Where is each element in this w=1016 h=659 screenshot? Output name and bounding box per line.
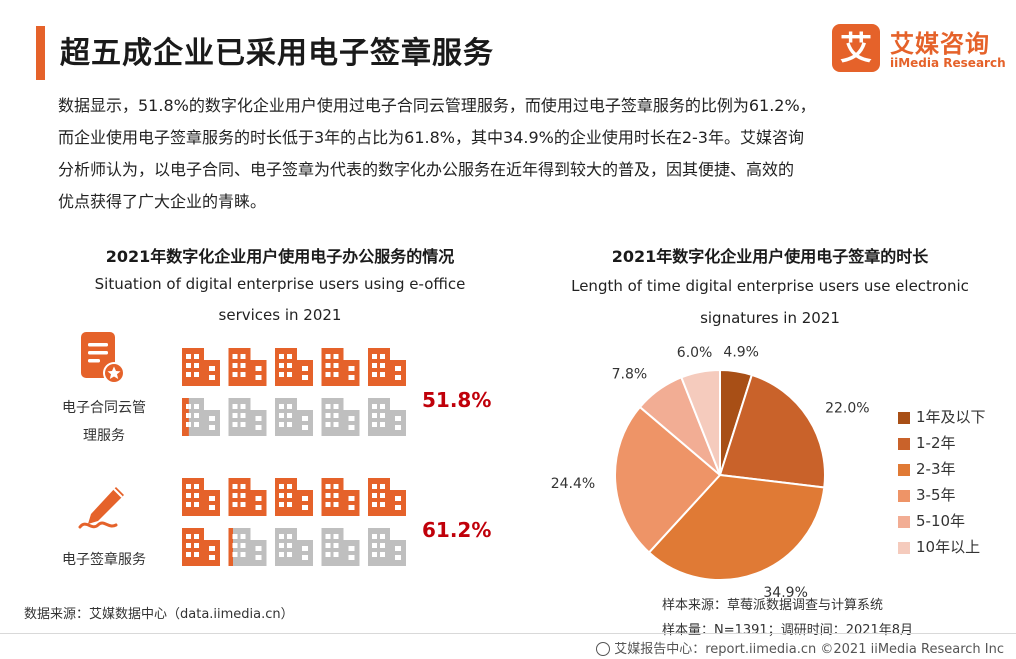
building-icon-filled (275, 478, 313, 516)
legend-label: 1-2年 (916, 434, 956, 452)
building-icon (368, 528, 406, 566)
value-label: 51.8% (422, 388, 492, 412)
intro-paragraph: 数据显示，51.8%的数字化企业用户使用过电子合同云管理服务，而使用过电子签章服… (58, 90, 978, 218)
row-label: 电子合同云管 (62, 400, 146, 416)
data-source: 数据来源：艾媒数据中心（data.iimedia.cn） (24, 607, 294, 622)
building-icon-filled (182, 478, 220, 516)
bottom-credit: 艾媒报告中心：report.iimedia.cn ©2021 iiMedia R… (596, 638, 1004, 657)
building-icon (275, 398, 313, 436)
building-icon-grid (182, 348, 406, 566)
legend-label: 1年及以下 (916, 408, 986, 426)
left-chart-subtitle: Situation of digital enterprise users us… (94, 275, 466, 293)
legend-swatch (898, 464, 910, 476)
intro-line: 分析师认为，以电子合同、电子签章为代表的数字化办公服务在近年得到较大的普及，因其… (58, 160, 795, 179)
legend-swatch (898, 516, 910, 528)
signature-pen-icon (78, 487, 124, 529)
building-icon-filled (228, 478, 267, 516)
row-label: 理服务 (83, 428, 125, 444)
pie-slice (680, 368, 721, 476)
globe-icon (596, 642, 611, 656)
row-label: 电子签章服务 (62, 552, 146, 568)
intro-line: 而企业使用电子签章服务的时长低于3年的占比为61.8%，其中34.9%的企业使用… (58, 128, 804, 147)
slice-value-label: 34.9% (763, 585, 807, 598)
building-icon-filled (321, 478, 360, 516)
building-icon-filled (182, 348, 220, 386)
brand-name-en: iiMedia Research (890, 56, 1006, 70)
footer-divider (0, 633, 1016, 634)
legend-label: 10年以上 (916, 538, 981, 556)
building-icon-filled (228, 528, 234, 566)
intro-line: 数据显示，51.8%的数字化企业用户使用过电子合同云管理服务，而使用过电子签章服… (58, 96, 816, 115)
footnote-sample: 样本量：N=1391；调研时间：2021年8月 (662, 623, 914, 638)
left-chart-subtitle: services in 2021 (218, 306, 342, 324)
brand-logo: 艾 艾媒咨询 iiMedia Research (832, 22, 1006, 76)
bottom-credit-text: 艾媒报告中心：report.iimedia.cn ©2021 iiMedia R… (614, 642, 1004, 657)
building-icon (228, 398, 267, 436)
building-icon-filled (321, 348, 360, 386)
building-icon-filled (368, 348, 406, 386)
legend-label: 3-5年 (916, 486, 956, 504)
pie-slice (718, 373, 826, 489)
right-chart-subtitle: Length of time digital enterprise users … (571, 277, 969, 295)
pie-slice (647, 473, 826, 581)
legend-label: 5-10年 (916, 512, 966, 530)
building-icon (368, 398, 406, 436)
pie-slice (614, 405, 722, 554)
value-label: 61.2% (422, 518, 492, 542)
right-chart-subtitle: signatures in 2021 (700, 309, 840, 327)
brand-name-cn: 艾媒咨询 (890, 30, 990, 58)
slice-value-label: 7.8% (612, 366, 648, 382)
page-title: 超五成企业已采用电子签章服务 (60, 36, 494, 71)
building-icon (321, 398, 360, 436)
building-icon-filled (182, 398, 189, 436)
footnote-source: 样本来源：草莓派数据调查与计算系统 (662, 598, 884, 613)
right-chart-title: 2021年数字化企业用户使用电子签章的时长 (611, 247, 929, 266)
contract-document-icon (81, 332, 125, 384)
building-icon-filled (228, 348, 267, 386)
slice-value-label: 6.0% (677, 345, 713, 361)
slice-value-label: 24.4% (551, 476, 595, 492)
title-accent-bar (36, 26, 45, 80)
intro-line: 优点获得了广大企业的青睐。 (58, 192, 267, 211)
legend-swatch (898, 490, 910, 502)
building-icon-filled (368, 478, 406, 516)
left-chart-title: 2021年数字化企业用户使用电子办公服务的情况 (105, 247, 455, 266)
building-icon (275, 528, 313, 566)
legend-label: 2-3年 (916, 460, 956, 478)
building-icon (228, 528, 267, 566)
slice-value-label: 22.0% (825, 400, 869, 416)
building-icon (321, 528, 360, 566)
legend-swatch (898, 438, 910, 450)
brand-mark: 艾 (832, 24, 880, 72)
legend-swatch (898, 542, 910, 554)
building-icon-filled (275, 348, 313, 386)
pie-chart: 4.9% 22.0% 34.9% 24.4% 7.8% 6.0% (551, 345, 870, 599)
slice-value-label: 4.9% (723, 345, 759, 361)
legend-swatch (898, 412, 910, 424)
building-icon-filled (182, 528, 220, 566)
